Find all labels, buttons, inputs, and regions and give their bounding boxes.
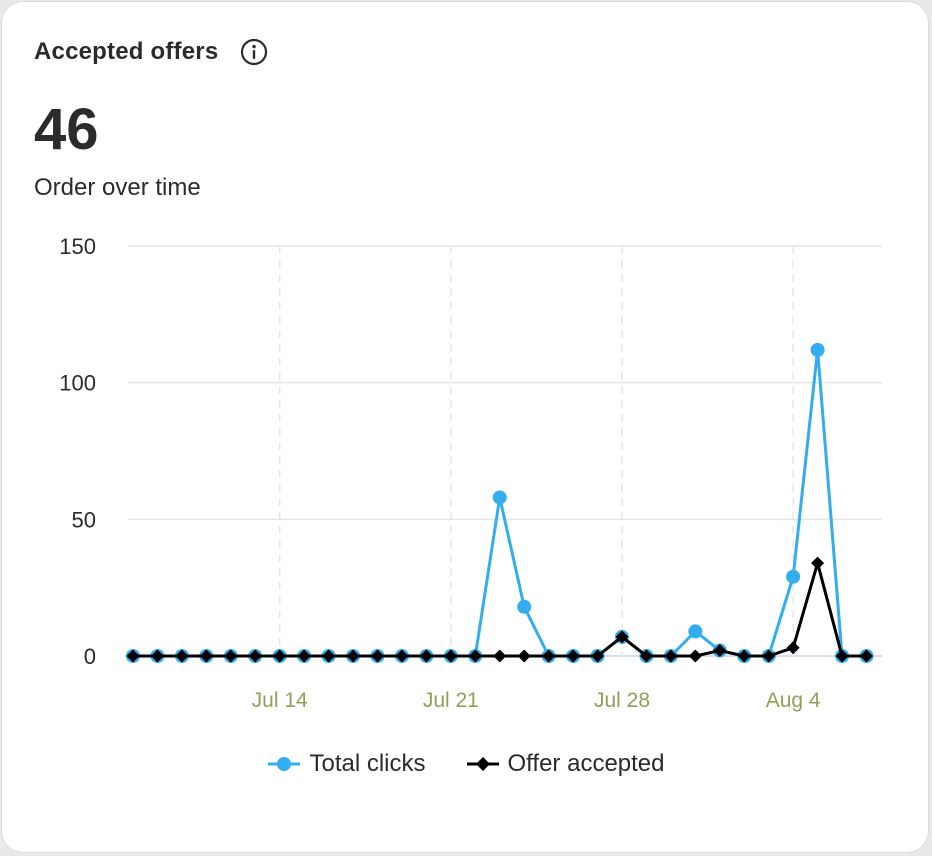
data-point-offer-accepted <box>737 649 751 663</box>
data-point-offer-accepted <box>835 649 849 663</box>
data-point-offer-accepted <box>248 649 262 663</box>
data-point-total-clicks <box>517 599 532 614</box>
y-tick-label-100: 100 <box>59 371 96 396</box>
legend-diamond-marker-icon <box>466 757 499 771</box>
data-point-offer-accepted <box>566 649 580 663</box>
data-point-offer-accepted <box>786 641 800 655</box>
data-point-total-clicks <box>492 490 507 505</box>
line-chart: 0 50 100 150 Jul 14 Jul 21 Jul 28 Aug 4 <box>59 234 882 712</box>
data-point-offer-accepted <box>639 649 653 663</box>
data-point-offer-accepted <box>395 649 409 663</box>
data-point-offer-accepted <box>346 649 360 663</box>
x-tick-label-jul-14: Jul 14 <box>252 689 308 712</box>
data-point-offer-accepted <box>664 649 678 663</box>
card-title: Accepted offers <box>34 38 219 65</box>
x-tick-label-jul-21: Jul 21 <box>423 689 479 712</box>
data-point-offer-accepted <box>713 644 727 658</box>
data-point-total-clicks <box>810 342 825 357</box>
data-point-offer-accepted <box>371 649 384 663</box>
data-point-offer-accepted <box>615 630 629 644</box>
data-point-offer-accepted <box>419 649 433 663</box>
data-point-offer-accepted <box>273 649 287 663</box>
data-point-offer-accepted <box>150 649 164 663</box>
series-line-offer-accepted <box>133 561 867 658</box>
data-point-offer-accepted <box>542 649 556 663</box>
data-point-total-clicks <box>688 624 703 639</box>
data-point-offer-accepted <box>322 649 336 663</box>
x-tick-label-aug-4: Aug 4 <box>766 689 821 712</box>
y-tick-label-150: 150 <box>59 234 96 259</box>
legend-item-total-clicks[interactable]: Total clicks <box>267 750 426 778</box>
data-point-total-clicks <box>786 569 801 584</box>
y-tick-label-0: 0 <box>84 644 96 669</box>
data-point-offer-accepted <box>444 649 458 663</box>
data-point-offer-accepted <box>175 649 189 663</box>
data-point-offer-accepted <box>199 649 213 663</box>
info-icon[interactable] <box>240 38 268 66</box>
data-point-offer-accepted <box>297 649 311 663</box>
metric-value: 46 <box>34 97 99 162</box>
chart-legend: Total clicks Offer accepted <box>2 750 928 778</box>
legend-circle-marker-icon <box>268 757 301 771</box>
x-tick-label-jul-28: Jul 28 <box>594 689 650 712</box>
data-point-offer-accepted <box>517 649 531 663</box>
card-header: Accepted offers <box>34 38 268 66</box>
data-point-offer-accepted <box>688 649 702 663</box>
data-point-offer-accepted <box>811 556 825 570</box>
data-point-offer-accepted <box>224 649 238 663</box>
legend-item-offer-accepted[interactable]: Offer accepted <box>466 750 665 778</box>
data-point-offer-accepted <box>493 649 507 663</box>
y-tick-label-50: 50 <box>72 507 96 532</box>
legend-label-offer-accepted: Offer accepted <box>507 750 665 777</box>
data-point-offer-accepted <box>762 649 776 663</box>
legend-label-total-clicks: Total clicks <box>309 750 426 777</box>
chart-subtitle: Order over time <box>34 174 201 201</box>
data-point-offer-accepted <box>126 649 140 663</box>
data-point-offer-accepted <box>591 649 605 663</box>
data-point-offer-accepted <box>860 649 873 663</box>
data-point-offer-accepted <box>468 649 482 663</box>
